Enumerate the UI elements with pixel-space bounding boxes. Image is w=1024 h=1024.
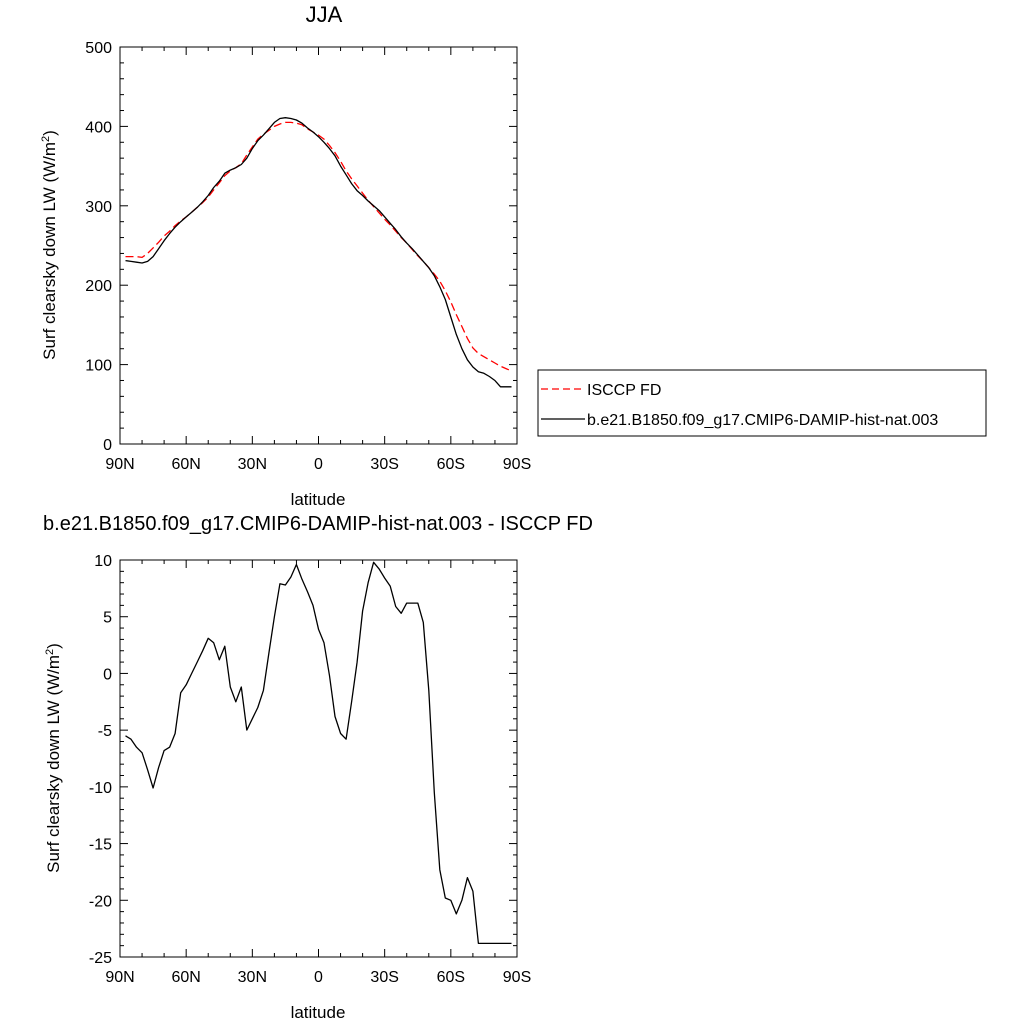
legend-box xyxy=(537,369,987,437)
y-axis-label: Surf clearsky down LW (W/m2) xyxy=(40,130,59,360)
y-tick-label: -15 xyxy=(89,837,112,854)
chart-title: JJA xyxy=(306,2,343,27)
chart-panel-top: JJA 0 100 200 300 400 500 90N 60N 30N 0 30S 60S 90S… xyxy=(40,2,531,509)
x-tick-label: 90S xyxy=(503,969,531,986)
x-tick-label: 60N xyxy=(171,456,200,473)
y-axis-label-superscript: 2 xyxy=(44,649,56,655)
plot-series xyxy=(125,117,512,388)
y-axis-label-close: ) xyxy=(40,130,59,136)
x-tick-label: 90N xyxy=(105,456,134,473)
x-axis-label: latitude xyxy=(291,490,346,509)
y-tick-label: -10 xyxy=(89,780,112,797)
y-axis: -25 -20 -15 -10 -5 0 5 10 xyxy=(89,553,517,967)
x-tick-label: 90N xyxy=(105,969,134,986)
chart-title: b.e21.B1850.f09_g17.CMIP6-DAMIP-hist-nat… xyxy=(43,513,593,535)
x-tick-label: 30S xyxy=(370,969,398,986)
y-tick-label: 300 xyxy=(85,199,112,216)
legend: ISCCP FD b.e21.B1850.f09_g17.CMIP6-DAMIP… xyxy=(537,369,987,437)
x-tick-label: 60N xyxy=(171,969,200,986)
y-axis-label-close: ) xyxy=(44,643,63,649)
y-axis: 0 100 200 300 400 500 xyxy=(85,40,517,454)
series-line-model xyxy=(125,561,512,945)
x-tick-label: 60S xyxy=(437,969,465,986)
legend-entry-model: b.e21.B1850.f09_g17.CMIP6-DAMIP-hist-nat… xyxy=(587,412,938,429)
y-axis-label-superscript: 2 xyxy=(40,136,52,142)
y-tick-label: 400 xyxy=(85,119,112,136)
plot-series xyxy=(125,561,512,945)
x-tick-label: 30N xyxy=(238,456,267,473)
x-tick-label: 90S xyxy=(503,456,531,473)
y-axis-label: Surf clearsky down LW (W/m2) xyxy=(44,643,63,873)
y-tick-label: -25 xyxy=(89,950,112,967)
x-tick-label: 60S xyxy=(437,456,465,473)
x-tick-label: 30S xyxy=(370,456,398,473)
series-line-model xyxy=(125,117,512,388)
y-tick-label: 500 xyxy=(85,40,112,57)
y-tick-label: -5 xyxy=(98,723,112,740)
x-tick-label: 0 xyxy=(314,456,323,473)
legend-entry-isccp: ISCCP FD xyxy=(587,382,661,399)
x-axis-label: latitude xyxy=(291,1003,346,1022)
y-tick-label: 5 xyxy=(103,610,112,627)
x-axis: 90N 60N 30N 0 30S 60S 90S xyxy=(105,560,531,986)
x-tick-label: 0 xyxy=(314,969,323,986)
y-tick-label: -20 xyxy=(89,893,112,910)
y-tick-label: 100 xyxy=(85,358,112,375)
x-tick-label: 30N xyxy=(238,969,267,986)
series-line-isccp xyxy=(125,121,512,372)
y-tick-label: 200 xyxy=(85,278,112,295)
y-tick-label: 0 xyxy=(103,666,112,683)
plot-frame xyxy=(119,46,518,445)
y-axis-label-text: Surf clearsky down LW (W/m xyxy=(40,142,59,360)
y-axis-label-text: Surf clearsky down LW (W/m xyxy=(44,655,63,873)
plot-frame xyxy=(119,559,518,958)
x-axis: 90N 60N 30N 0 30S 60S 90S xyxy=(105,47,531,473)
y-tick-label: 0 xyxy=(103,437,112,454)
y-tick-label: 10 xyxy=(94,553,112,570)
chart-panel-bottom: b.e21.B1850.f09_g17.CMIP6-DAMIP-hist-nat… xyxy=(43,513,593,1022)
